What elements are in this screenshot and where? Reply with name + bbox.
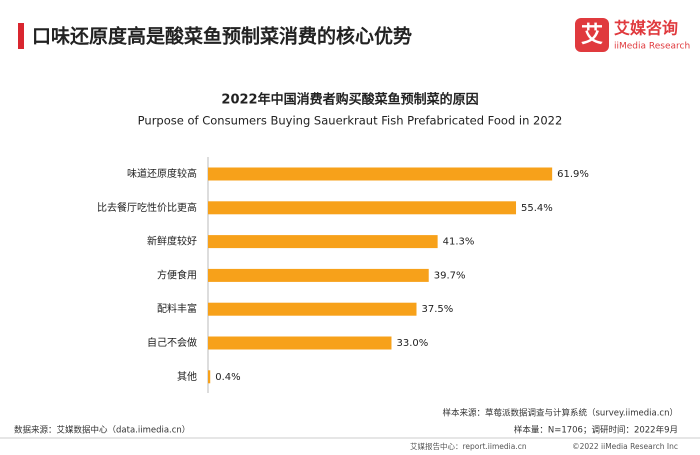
value-label: 41.3% — [443, 237, 475, 248]
category-label: 方便食用 — [157, 268, 197, 281]
bar — [208, 201, 517, 215]
value-label: 39.7% — [434, 270, 466, 281]
logo-badge — [575, 18, 609, 52]
logo-name: 艾媒咨询 — [614, 19, 678, 38]
sample-source: 样本来源：草莓派数据调查与计算系统（survey.iimedia.cn） — [442, 408, 678, 419]
category-label: 比去餐厅吃性价比更高 — [97, 201, 197, 214]
chart-title: 2022年中国消费者购买酸菜鱼预制菜的原因 — [221, 92, 478, 108]
chart-subtitle: Purpose of Consumers Buying Sauerkraut F… — [138, 114, 563, 128]
bar — [208, 370, 211, 384]
category-label: 新鲜度较好 — [147, 235, 197, 248]
logo-mark: 艾 — [581, 23, 603, 48]
sample-size: 样本量：N=1706；调研时间：2022年9月 — [514, 425, 678, 436]
category-label: 味道还原度较高 — [127, 167, 197, 180]
bar — [208, 302, 417, 316]
bar — [208, 336, 392, 350]
bar — [208, 235, 438, 249]
bar — [208, 268, 429, 282]
logo-sub: iiMedia Research — [614, 42, 690, 52]
bar — [208, 167, 553, 181]
page-title: 口味还原度高是酸菜鱼预制菜消费的核心优势 — [32, 25, 412, 48]
value-label: 0.4% — [215, 372, 240, 383]
value-label: 37.5% — [422, 304, 454, 315]
value-label: 33.0% — [396, 338, 428, 349]
category-label: 配料丰富 — [157, 302, 197, 315]
value-label: 55.4% — [521, 203, 553, 214]
copyright: ©2022 iiMedia Research Inc — [572, 442, 678, 451]
value-label: 61.9% — [557, 169, 589, 180]
category-label: 自己不会做 — [147, 336, 197, 349]
data-source: 数据来源：艾媒数据中心（data.iimedia.cn） — [14, 425, 190, 436]
category-label: 其他 — [177, 370, 197, 383]
title-accent — [18, 23, 24, 49]
report-center: 艾媒报告中心：report.iimedia.cn — [410, 441, 527, 451]
